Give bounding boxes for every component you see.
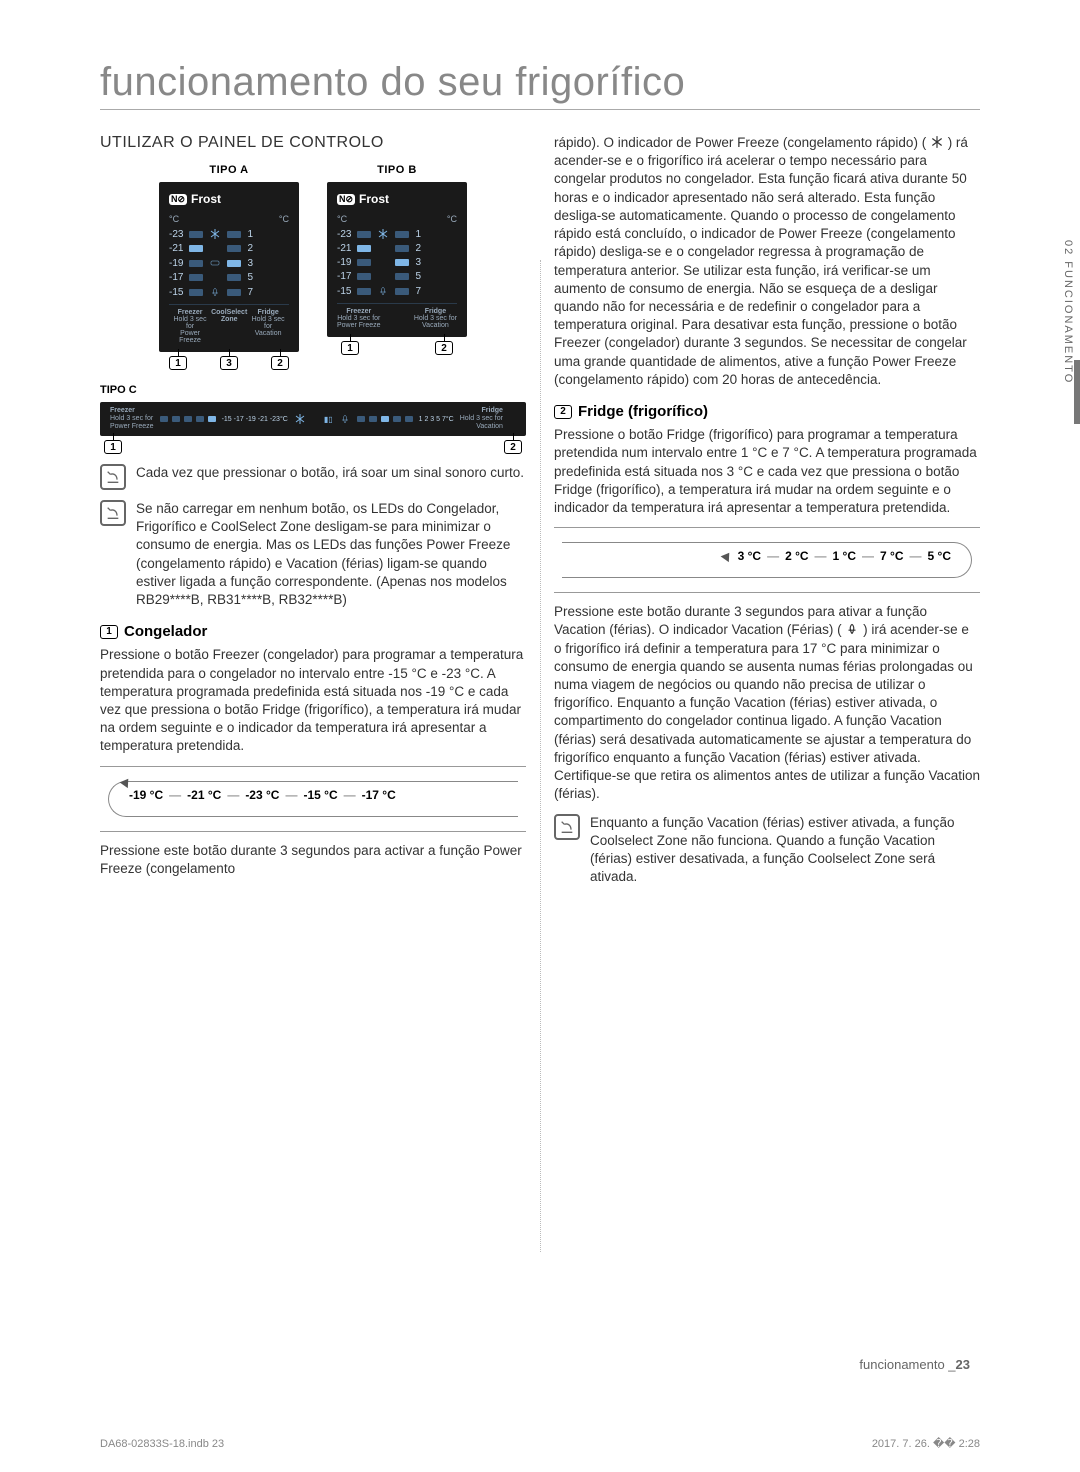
control-panel-a: N⊘Frost °C°C -23 1 -212 -19 3 -175 (159, 182, 299, 352)
fridge-heading: 2 Fridge (frigorífico) (554, 403, 980, 420)
callout-2: 2 (435, 341, 453, 355)
footer-doc-id: DA68-02833S-18.indb 23 (100, 1438, 224, 1450)
callout-1: 1 (341, 341, 359, 355)
fridge-body-2: Pressione este botão durante 3 segundos … (554, 603, 980, 803)
callout-2: 2 (504, 440, 522, 454)
note-icon (554, 814, 580, 840)
congelador-heading: 1 Congelador (100, 623, 526, 640)
panel-a-label: TIPO A (159, 164, 299, 176)
snowflake-icon (209, 228, 221, 240)
callout-1: 1 (169, 356, 187, 370)
panel-c-label: TIPO C (100, 384, 526, 396)
vacation-note: Enquanto a função Vacation (férias) esti… (590, 814, 980, 887)
column-divider (540, 260, 541, 1252)
panel-row-ab: TIPO A N⊘Frost °C°C -23 1 -212 -19 (100, 164, 526, 370)
snowflake-icon (294, 413, 306, 425)
vacation-icon (339, 413, 351, 425)
section-header: UTILIZAR O PAINEL DE CONTROLO (100, 134, 526, 152)
fridge-temp-cycle: 3 °C— 2 °C— 1 °C— 7 °C— 5 °C (554, 527, 980, 593)
vacation-icon (209, 286, 221, 298)
snowflake-icon (930, 135, 944, 149)
note-text-1: Cada vez que pressionar o botão, irá soa… (136, 464, 524, 490)
right-continuation: rápido). O indicador de Power Freeze (co… (554, 134, 980, 389)
callout-2: 2 (271, 356, 289, 370)
page-title: funcionamento do seu frigorífico (100, 60, 980, 110)
vacation-icon (845, 622, 859, 636)
footer-date: 2017. 7. 26. �� 2:28 (872, 1437, 980, 1450)
freezer-temp-cycle: -19 °C— -21 °C— -23 °C— -15 °C— -17 °C (100, 766, 526, 832)
congelador-body-2: Pressione este botão durante 3 segundos … (100, 842, 526, 878)
snowflake-icon (377, 228, 389, 240)
panel-b-label: TIPO B (327, 164, 467, 176)
nofrost-badge: N⊘Frost (169, 192, 289, 206)
callout-3: 3 (220, 356, 238, 370)
vacation-icon (377, 285, 389, 297)
side-tab: 02 FUNCIONAMENTO (1062, 240, 1074, 384)
fridge-body: Pressione o botão Fridge (frigorífico) p… (554, 426, 980, 517)
callout-1: 1 (104, 440, 122, 454)
nofrost-badge: N⊘Frost (337, 192, 457, 206)
note-icon (100, 500, 126, 526)
page-number: funcionamento _23 (859, 1357, 970, 1372)
note-icon (100, 464, 126, 490)
note-text-2: Se não carregar em nenhum botão, os LEDs… (136, 500, 526, 609)
control-panel-c: FreezerHold 3 sec forPower Freeze -15 -1… (100, 402, 526, 436)
control-panel-b: N⊘Frost °C°C -23 1 -212 -193 -175 -15 (327, 182, 467, 337)
congelador-body: Pressione o botão Freezer (congelador) p… (100, 646, 526, 755)
side-thumb-index (1074, 360, 1080, 424)
coolselect-icon (209, 257, 221, 269)
